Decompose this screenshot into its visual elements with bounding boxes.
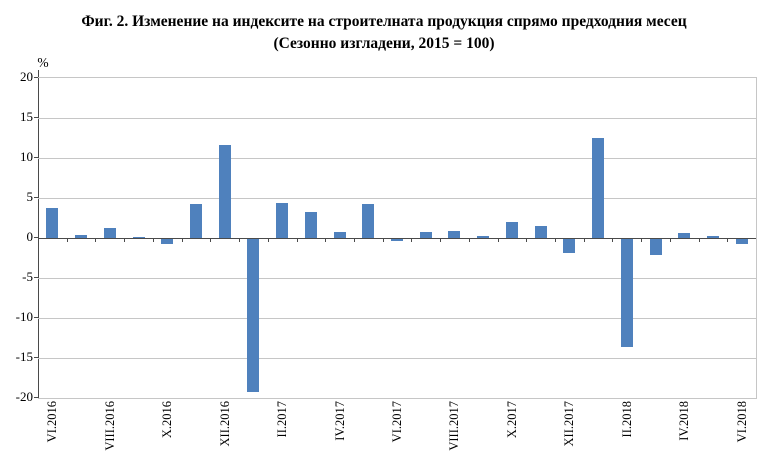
x-axis-tick xyxy=(583,239,585,242)
x-axis-tick xyxy=(641,239,643,242)
x-tick-label: X.2016 xyxy=(160,401,175,439)
x-tick-label: VIII.2016 xyxy=(102,401,117,451)
x-tick-label: VI.2016 xyxy=(45,401,60,443)
bar xyxy=(132,237,145,238)
y-axis-tick xyxy=(34,77,38,78)
bar xyxy=(161,239,174,244)
y-tick-label: -15 xyxy=(15,349,33,364)
x-axis-tick xyxy=(468,239,470,242)
x-axis-tick xyxy=(210,239,212,242)
gridline xyxy=(38,198,756,199)
bar xyxy=(534,226,547,238)
bar xyxy=(592,138,604,238)
x-axis-tick xyxy=(353,239,355,242)
bar xyxy=(477,236,490,238)
y-tick-label: 10 xyxy=(20,149,33,164)
x-tick-label: II.2018 xyxy=(619,401,634,438)
chart-title: Фиг. 2. Изменение на индексите на строит… xyxy=(0,11,768,55)
x-axis-tick xyxy=(296,239,298,242)
x-axis-tick xyxy=(440,239,442,242)
bar xyxy=(247,239,260,392)
x-tick-label: XII.2016 xyxy=(217,401,232,447)
y-axis-tick xyxy=(34,277,38,278)
x-axis-tick xyxy=(181,239,183,242)
bar xyxy=(419,231,432,238)
bar xyxy=(75,234,88,238)
x-tick-label: VIII.2017 xyxy=(447,401,462,451)
bar xyxy=(218,145,231,238)
y-tick-label: -5 xyxy=(22,269,33,284)
y-tick-label: -10 xyxy=(15,309,33,324)
bar xyxy=(103,228,116,238)
bar xyxy=(276,202,289,238)
y-axis-tick xyxy=(34,397,38,398)
x-axis-tick xyxy=(267,239,269,242)
x-axis-tick xyxy=(325,239,327,242)
gridline xyxy=(38,318,756,319)
y-axis-tick xyxy=(34,197,38,198)
y-axis-tick xyxy=(34,157,38,158)
gridline xyxy=(38,118,756,119)
x-tick-label: IV.2018 xyxy=(677,401,692,441)
y-axis-tick xyxy=(34,117,38,118)
x-axis-tick xyxy=(727,239,729,242)
bar xyxy=(620,239,633,347)
x-tick-label: X.2017 xyxy=(504,401,519,439)
x-tick-label: II.2017 xyxy=(275,401,290,438)
bar xyxy=(362,204,375,238)
bar xyxy=(333,231,346,238)
y-tick-label: 20 xyxy=(20,69,33,84)
y-axis-tick xyxy=(34,357,38,358)
bar xyxy=(735,239,748,244)
y-tick-label: -20 xyxy=(15,389,33,404)
y-axis-tick xyxy=(34,317,38,318)
x-tick-label: VI.2017 xyxy=(390,401,404,443)
bar xyxy=(304,212,317,238)
chart-title-line1: Фиг. 2. Изменение на индексите на строит… xyxy=(81,13,687,30)
y-tick-label: 0 xyxy=(26,229,34,244)
bar xyxy=(505,222,518,238)
zero-axis-line xyxy=(38,238,756,239)
x-axis-tick xyxy=(526,239,528,242)
y-axis-unit-label: % xyxy=(37,55,49,70)
x-axis-tick xyxy=(698,239,700,242)
gridline xyxy=(38,358,756,359)
gridline xyxy=(38,278,756,279)
x-axis-tick xyxy=(124,239,126,242)
bar xyxy=(46,207,59,238)
x-axis-tick xyxy=(66,239,68,242)
chart-title-line2: (Сезонно изгладени, 2015 = 100) xyxy=(273,35,495,52)
x-axis-tick xyxy=(497,239,499,242)
x-tick-label: IV.2017 xyxy=(332,401,347,441)
x-tick-label: XII.2017 xyxy=(562,401,577,447)
bar xyxy=(706,235,719,238)
bar xyxy=(649,239,662,255)
bar xyxy=(391,239,403,241)
x-axis-tick xyxy=(95,239,97,242)
bar xyxy=(448,230,461,238)
x-axis-tick xyxy=(152,239,154,242)
y-axis-line xyxy=(38,70,39,398)
gridline xyxy=(38,158,756,159)
x-axis-tick xyxy=(411,239,413,242)
plot-area xyxy=(38,77,757,399)
bar xyxy=(678,233,691,238)
y-axis-tick xyxy=(34,237,38,238)
x-axis-tick xyxy=(555,239,556,242)
x-axis-tick xyxy=(669,239,671,242)
x-axis-tick xyxy=(239,239,240,242)
x-axis-tick xyxy=(612,239,614,242)
bar xyxy=(563,239,576,254)
bar xyxy=(190,203,202,238)
x-tick-label: VI.2018 xyxy=(734,401,749,443)
x-axis-tick xyxy=(382,239,384,242)
y-tick-label: 15 xyxy=(20,109,33,124)
y-tick-label: 5 xyxy=(26,189,34,204)
